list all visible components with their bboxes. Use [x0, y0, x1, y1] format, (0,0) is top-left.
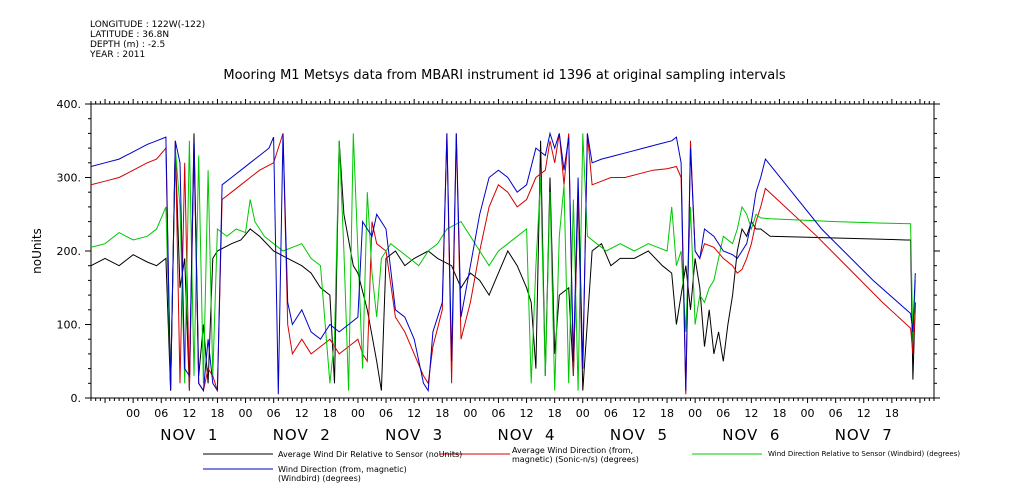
x-hour-tick-label: 06 [267, 407, 281, 420]
x-hour-tick-label: 06 [829, 407, 843, 420]
latitude-text: LATITUDE : 36.8N [90, 30, 170, 40]
series-line-2 [91, 133, 916, 391]
x-hour-tick-label: 00 [801, 407, 815, 420]
x-hour-tick-label: 18 [210, 407, 224, 420]
x-hour-tick-label: 12 [857, 407, 871, 420]
x-day-label: NOV 7 [835, 426, 893, 444]
series-line-0 [91, 133, 916, 391]
x-hour-tick-label: 12 [520, 407, 534, 420]
x-hour-tick-label: 18 [548, 407, 562, 420]
y-tick-label: 100. [57, 319, 82, 332]
series-line-1 [91, 133, 916, 395]
x-day-label: NOV 3 [385, 426, 443, 444]
year-text: YEAR : 2011 [90, 50, 146, 60]
x-hour-tick-label: 12 [744, 407, 758, 420]
x-hour-tick-label: 18 [323, 407, 337, 420]
y-axis-label: noUnits [30, 228, 44, 274]
y-tick-label: 200. [57, 245, 82, 258]
x-hour-tick-label: 18 [885, 407, 899, 420]
x-day-label: NOV 4 [497, 426, 555, 444]
x-hour-tick-label: 18 [660, 407, 674, 420]
x-day-label: NOV 2 [273, 426, 331, 444]
x-hour-tick-label: 06 [491, 407, 505, 420]
x-hour-tick-label: 00 [351, 407, 365, 420]
chart-title: Mooring M1 Metsys data from MBARI instru… [223, 68, 786, 83]
legend-entry-2: Wind Direction Relative to Sensor (Windb… [768, 450, 961, 458]
depth-text: DEPTH (m) : -2.5 [90, 40, 166, 50]
x-day-label: NOV 5 [610, 426, 668, 444]
series-line-3 [91, 131, 916, 395]
y-tick-label: 0. [71, 392, 82, 405]
metadata-block: LONGITUDE : 122W(-122) LATITUDE : 36.8N … [90, 20, 205, 60]
x-hour-tick-label: 12 [632, 407, 646, 420]
x-hour-tick-label: 00 [126, 407, 140, 420]
x-hour-tick-label: 00 [463, 407, 477, 420]
legend-entry-1: Average Wind Direction (from, magnetic) … [512, 446, 639, 464]
x-day-label: NOV 6 [722, 426, 780, 444]
x-hour-tick-label: 18 [772, 407, 786, 420]
x-day-label: NOV 1 [160, 426, 218, 444]
y-tick-label: 300. [57, 172, 82, 185]
x-hour-tick-label: 06 [604, 407, 618, 420]
x-hour-tick-label: 18 [435, 407, 449, 420]
x-hour-tick-label: 06 [716, 407, 730, 420]
legend-entry-3: Wind Direction (from, magnetic) (Windbir… [278, 465, 407, 483]
x-hour-tick-label: 12 [182, 407, 196, 420]
x-hour-tick-label: 00 [576, 407, 590, 420]
x-hour-tick-label: 06 [379, 407, 393, 420]
legend-entry-0: Average Wind Dir Relative to Sensor (noU… [278, 450, 463, 459]
y-tick-label: 400. [57, 98, 82, 111]
x-hour-tick-label: 00 [239, 407, 253, 420]
x-hour-tick-label: 12 [295, 407, 309, 420]
x-hour-tick-label: 00 [688, 407, 702, 420]
x-hour-tick-label: 12 [407, 407, 421, 420]
x-hour-tick-label: 06 [154, 407, 168, 420]
longitude-text: LONGITUDE : 122W(-122) [90, 20, 206, 30]
